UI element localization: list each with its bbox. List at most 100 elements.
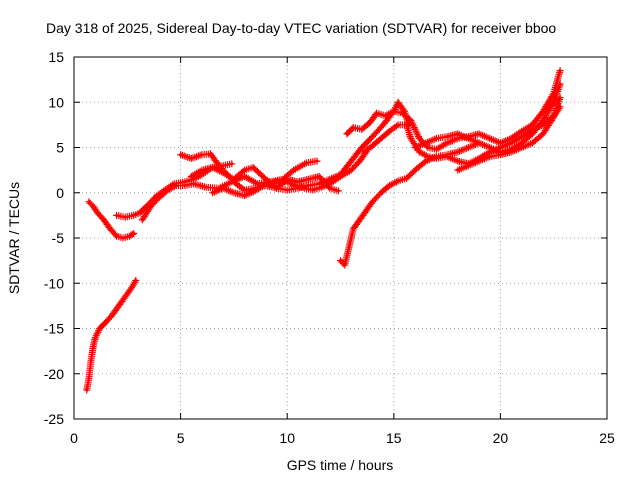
data-point [456,132,460,136]
data-point [230,162,234,166]
data-point [253,189,257,193]
y-axis-label: SDTVAR / TECUs [6,182,22,294]
x-axis-label: GPS time / hours [287,457,394,473]
x-tick-label: 5 [177,430,185,446]
data-point [558,69,562,73]
data-point-marks [411,80,564,156]
data-point [149,204,153,208]
y-tick-label: -10 [44,275,64,291]
data-point [144,204,148,208]
data-points [83,67,564,394]
data-point [140,218,144,222]
data-point [488,146,492,149]
data-point [417,136,421,140]
data-point [409,118,413,122]
data-point [558,82,562,86]
x-tick-label: 20 [493,430,509,446]
data-segment [187,163,342,195]
data-point [434,156,438,160]
data-point [488,155,492,159]
data-point [95,211,99,215]
data-point [375,111,379,115]
data-point [379,191,383,195]
data-point [296,180,300,184]
data-point [488,136,492,140]
data-point [200,168,204,172]
data-point [317,174,321,178]
data-point [123,295,127,299]
data-point [349,168,353,172]
data-point [388,129,392,133]
data-point [174,184,178,188]
data-point [360,146,364,149]
data-point [400,111,404,115]
data-point [530,132,534,136]
y-tick-label: -25 [44,411,64,427]
y-tick-label: 5 [56,140,64,156]
data-point [264,177,268,181]
y-tick-label: 10 [48,94,64,110]
data-point [183,184,187,188]
data-point [211,191,215,195]
data-point [351,227,355,231]
data-point [445,141,449,145]
data-point [358,218,362,222]
data-point [456,150,460,154]
data-point [520,141,524,145]
data-point [292,168,296,172]
data-point [466,146,470,149]
grid-lines [74,57,607,419]
x-tick-label: 25 [599,430,615,446]
data-point [153,195,157,199]
data-point [381,123,385,127]
data-point [541,109,545,113]
y-tick-label: -15 [44,321,64,337]
data-point [360,127,364,131]
data-point [243,188,247,192]
data-point [498,146,502,149]
data-point [132,213,136,217]
data-point [434,136,438,140]
data-point [445,155,449,159]
data-point [413,168,417,172]
data-segment [411,80,564,156]
data-point [302,186,306,190]
data-point [179,153,183,157]
data-point [405,176,409,180]
data-point [405,123,409,127]
data-point [466,164,470,168]
data-point [541,118,545,122]
data-point [413,146,417,149]
data-point [115,213,119,217]
data-point [498,153,502,157]
data-point [456,168,460,172]
y-tick-label: -5 [52,230,65,246]
data-point [102,218,106,222]
data-point [189,174,193,178]
data-point [456,159,460,163]
data-point [243,174,247,178]
data-point [85,388,89,392]
data-point [445,135,449,139]
data-point [343,263,347,267]
data-point [477,159,481,163]
data-point [232,177,236,181]
data-point [134,279,138,283]
data-point [426,146,430,149]
data-point [509,136,513,140]
data-point [132,231,136,235]
data-point [183,180,187,184]
data-point [509,150,513,154]
data-point [347,245,351,249]
data-point [243,193,247,197]
data-point [424,159,428,163]
data-point [157,195,161,199]
data-point [349,159,353,163]
data-point [424,141,428,145]
data-point [204,185,208,189]
data-point [328,186,332,190]
data-point [396,179,400,183]
data-point [211,165,215,169]
data-point [370,200,374,204]
